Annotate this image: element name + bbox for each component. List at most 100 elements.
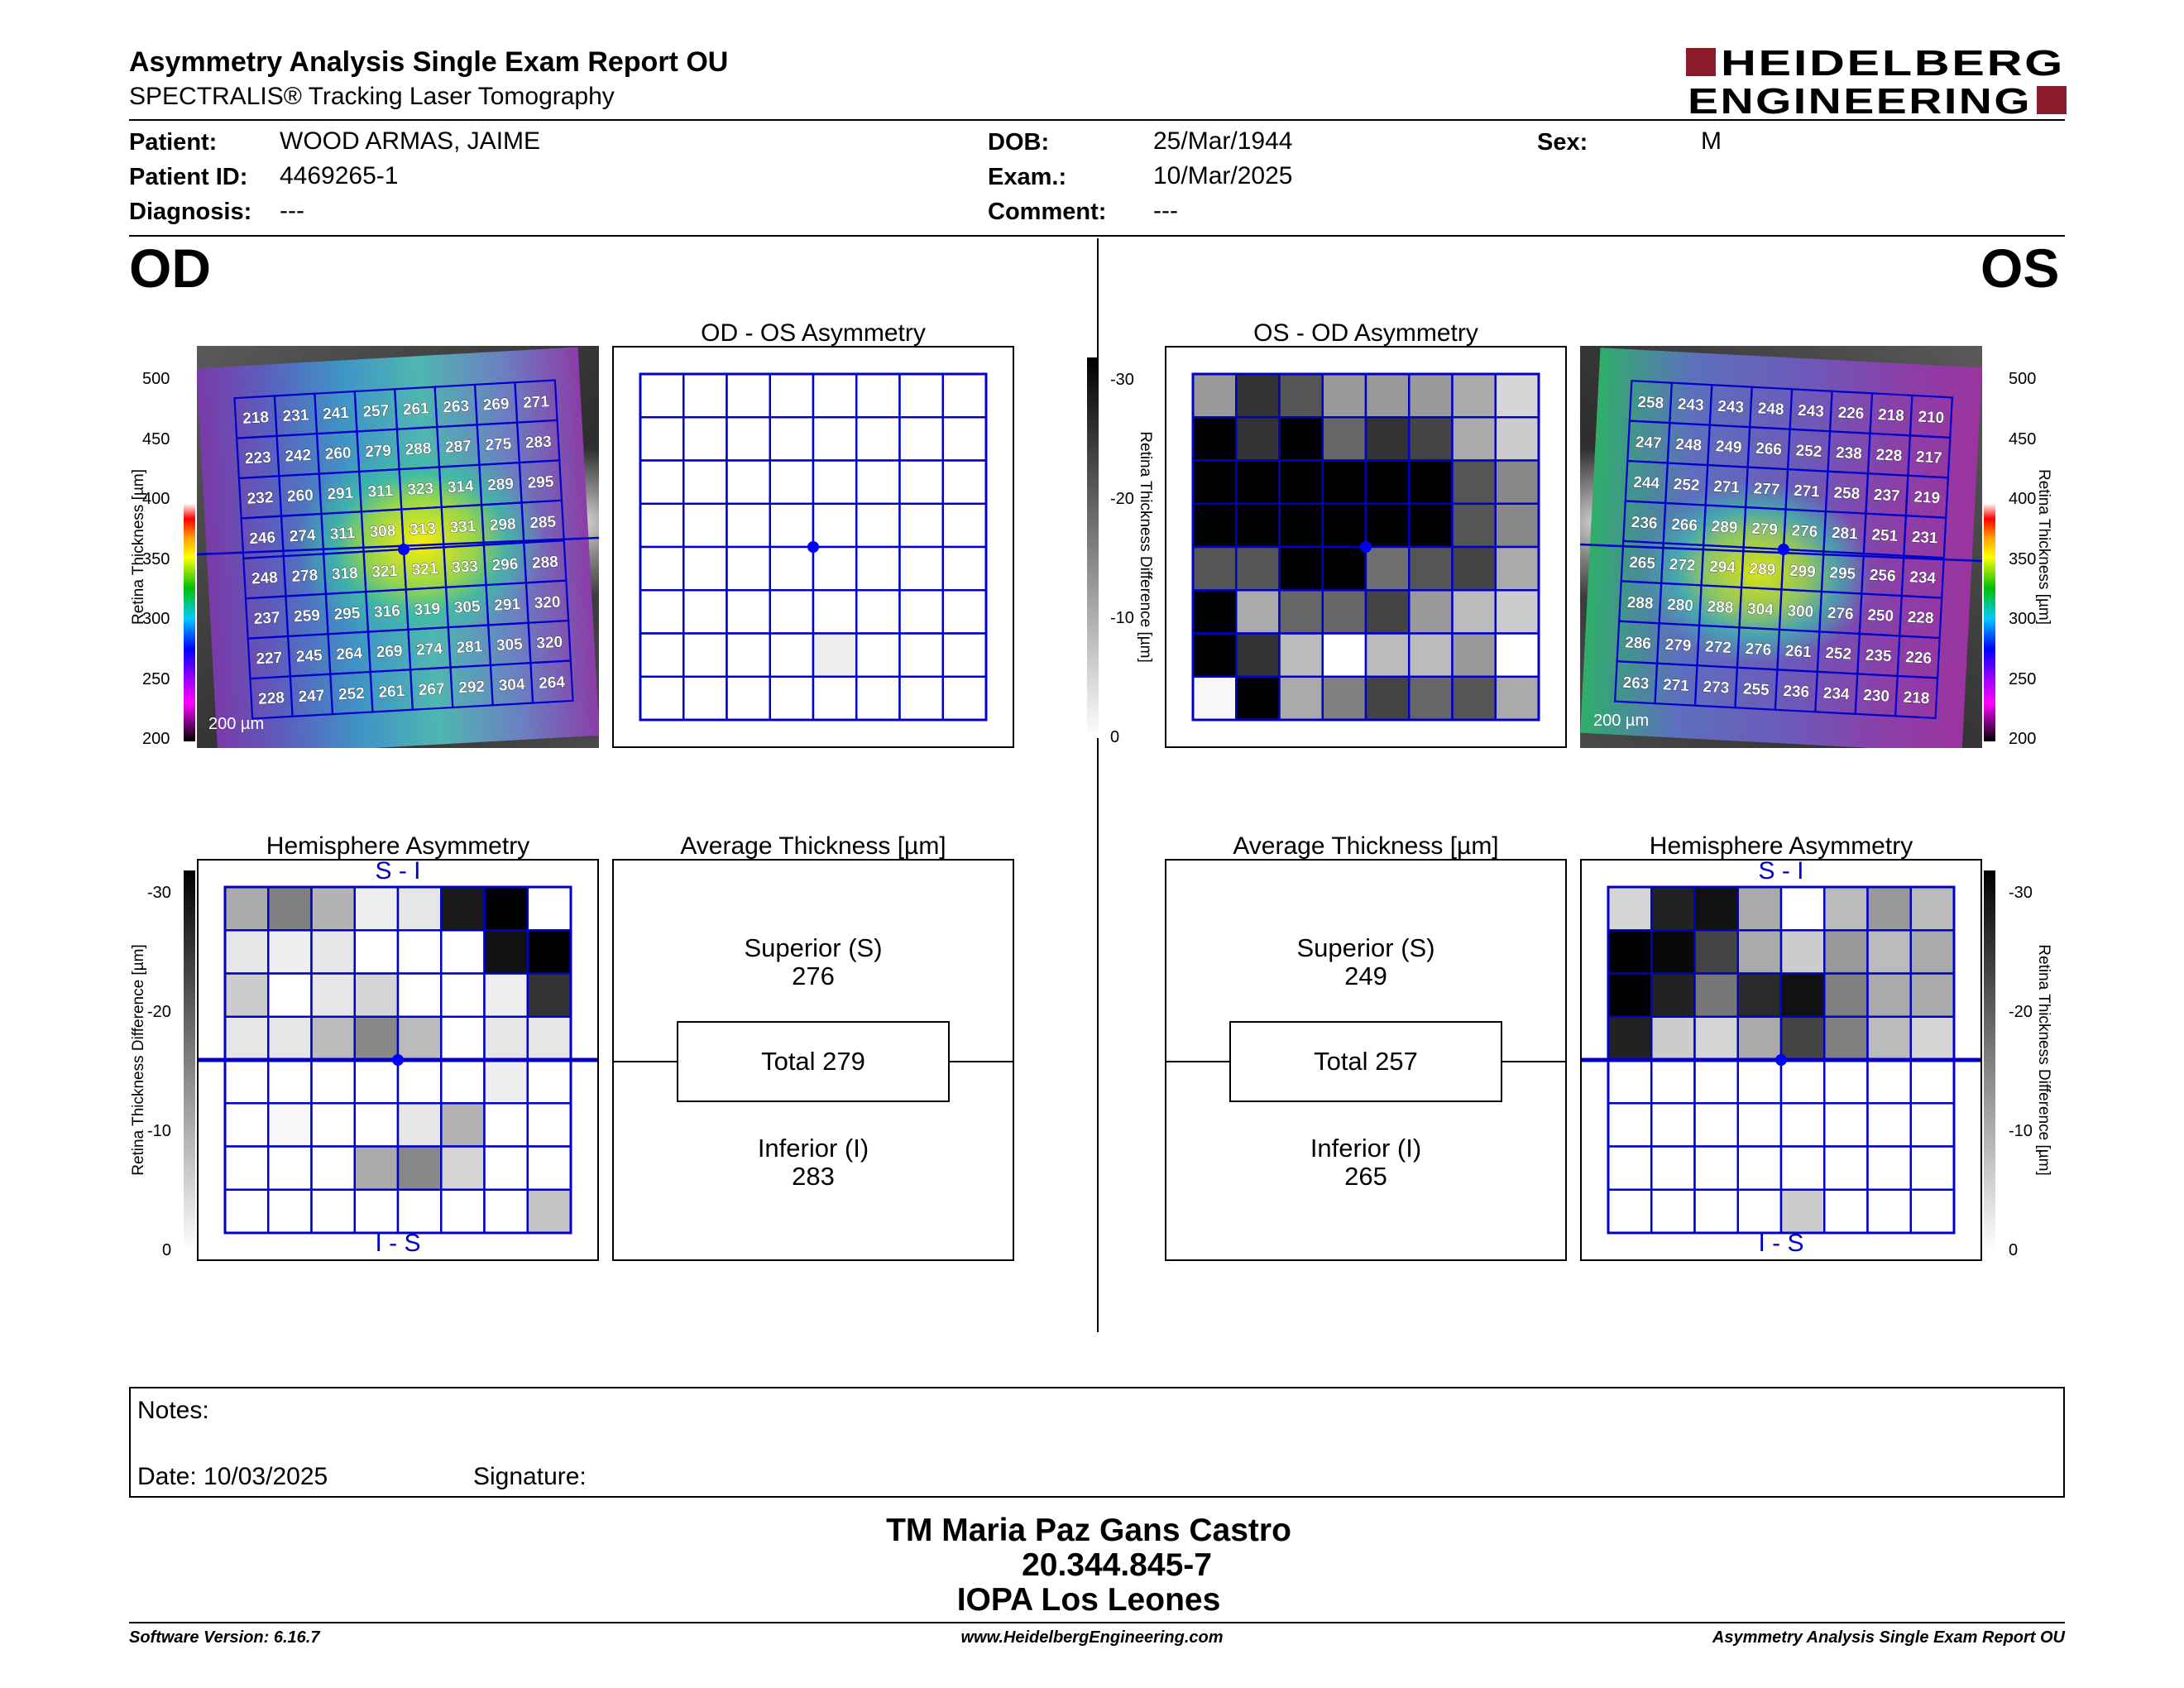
os-hemi-cell xyxy=(1693,972,1739,1018)
os-hemi-cell xyxy=(1909,1015,1956,1062)
os-asym-cell xyxy=(1408,545,1454,592)
od-asym-cell xyxy=(726,459,771,505)
os-thickness-value: 252 xyxy=(1795,442,1822,461)
od-thickness-value: 331 xyxy=(449,518,477,537)
od-asym-cell xyxy=(682,372,728,419)
os-hemi-cell xyxy=(1693,1145,1739,1191)
od-thickness-value: 288 xyxy=(532,554,559,573)
notes-box[interactable]: Notes: Date: 10/03/2025 Signature: xyxy=(129,1387,2065,1498)
os-asym-cell xyxy=(1321,502,1367,549)
od-thickness-value: 257 xyxy=(362,402,390,421)
os-hemi-cell xyxy=(1909,929,1956,975)
os-asym-cell xyxy=(1451,459,1497,505)
od-hemi-top-label: S - I xyxy=(375,857,421,885)
os-asym-cell xyxy=(1278,545,1324,592)
od-thickness-value: 274 xyxy=(416,640,443,659)
od-hemi-cell xyxy=(353,929,400,975)
od-asym-cell xyxy=(941,459,988,505)
os-asym-cell xyxy=(1321,589,1367,635)
os-asym-cell xyxy=(1235,416,1281,462)
os-hemi-cell xyxy=(1866,1015,1912,1062)
od-thickness-value: 279 xyxy=(365,442,392,461)
od-scale-bar: 200 µm xyxy=(208,715,265,733)
os-inferior-label: Inferior (I) xyxy=(1310,1134,1422,1163)
os-thickness-value: 252 xyxy=(1825,645,1852,664)
os-hemi-cell xyxy=(1736,1058,1783,1105)
os-hemi-cell xyxy=(1779,1058,1826,1105)
os-asym-cell xyxy=(1364,372,1410,419)
os-thickness-grid: 258 243 243 248 243 226 218 210 247 248 249 266 252 2… xyxy=(1580,379,1982,720)
od-hemi-cell xyxy=(396,1015,443,1062)
od-diff-tick-0: 0 xyxy=(162,1241,172,1259)
exam-label: Exam.: xyxy=(988,164,1067,190)
date-label: Date: 10/03/2025 xyxy=(137,1463,328,1490)
svg-text:HEIDELBERG: HEIDELBERG xyxy=(1721,45,2065,84)
os-asym-cell xyxy=(1451,589,1497,635)
od-thickness-value: 246 xyxy=(249,529,276,548)
od-tick-400: 400 xyxy=(142,490,170,508)
os-asym-cell xyxy=(1278,502,1324,549)
od-thickness-value: 252 xyxy=(338,685,366,704)
od-asym-grid xyxy=(639,372,988,722)
signature-label: Signature: xyxy=(473,1463,587,1490)
signer-id: 20.344.845-7 xyxy=(1022,1547,1212,1583)
os-thickness-value: 288 xyxy=(1707,598,1734,617)
od-asym-cell xyxy=(812,589,858,635)
sex-value: M xyxy=(1701,127,1722,155)
software-version: Software Version: 6.16.7 xyxy=(129,1628,320,1647)
od-thickness-value: 264 xyxy=(539,674,566,693)
os-thickness-value: 210 xyxy=(1918,409,1945,428)
od-asym-cell xyxy=(898,502,944,549)
od-hemi-cell xyxy=(440,1102,486,1148)
od-thickness-value: 311 xyxy=(367,482,394,501)
website-link[interactable]: www.HeidelbergEngineering.com xyxy=(960,1628,1224,1647)
dob-value: 25/Mar/1944 xyxy=(1153,127,1293,155)
os-hemi-cell xyxy=(1736,1102,1783,1148)
os-asym-cell xyxy=(1494,416,1540,462)
od-thickness-value: 242 xyxy=(285,447,312,466)
os-hemi-cell xyxy=(1693,1058,1739,1105)
os-hemi-cell xyxy=(1650,1015,1696,1062)
od-asym-cell xyxy=(639,589,685,635)
od-thickness-map: 218 231 241 257 261 263 269 271 223 242 260 279 288 2… xyxy=(197,346,599,748)
os-thickness-value: 261 xyxy=(1784,643,1812,662)
od-asym-cell xyxy=(726,545,771,592)
od-asym-cell xyxy=(812,416,858,462)
od-asym-outline xyxy=(639,372,988,722)
od-thickness-value: 298 xyxy=(489,516,516,535)
diagnosis-value: --- xyxy=(280,197,304,224)
od-thickness-value: 274 xyxy=(289,527,316,546)
od-asym-cell xyxy=(682,632,728,678)
os-thickness-value: 276 xyxy=(1791,522,1818,541)
os-thickness-value: 243 xyxy=(1798,402,1825,421)
od-hemi-cell xyxy=(483,1102,529,1148)
od-hemi-cell xyxy=(396,1058,443,1105)
od-hemi-cell xyxy=(353,1188,400,1235)
os-thickness-value: 265 xyxy=(1629,554,1656,573)
od-asym-cell xyxy=(639,632,685,678)
os-thickness-value: 271 xyxy=(1713,478,1741,497)
os-tick-400: 400 xyxy=(2009,490,2037,508)
od-asym-cell xyxy=(941,675,988,722)
od-thickness-value: 313 xyxy=(410,520,437,539)
os-thickness-value: 258 xyxy=(1637,394,1664,413)
os-hemi-cell xyxy=(1650,1058,1696,1105)
od-thickness-value: 305 xyxy=(453,598,481,617)
os-hemi-cell xyxy=(1736,929,1783,975)
od-asym-cell xyxy=(639,545,685,592)
os-hemi-cell xyxy=(1823,1015,1869,1062)
od-hemi-cell xyxy=(267,1102,313,1148)
sex-label: Sex: xyxy=(1537,129,1588,156)
os-thickness-value: 250 xyxy=(1867,607,1894,626)
os-thickness-value: 304 xyxy=(1747,601,1774,620)
os-asym-cell xyxy=(1451,372,1497,419)
os-hemi-cell xyxy=(1693,1188,1739,1235)
os-avg-title: Average Thickness [µm] xyxy=(1233,832,1499,860)
od-avg-panel: Superior (S) 276 Total 279 Inferior (I) … xyxy=(612,859,1014,1261)
od-thickness-value: 267 xyxy=(418,680,445,699)
od-thickness-value: 269 xyxy=(482,396,510,415)
os-asym-cell xyxy=(1408,459,1454,505)
od-thickness-value: 287 xyxy=(445,438,472,457)
os-asym-cell xyxy=(1235,545,1281,592)
os-thickness-value: 271 xyxy=(1663,676,1690,695)
